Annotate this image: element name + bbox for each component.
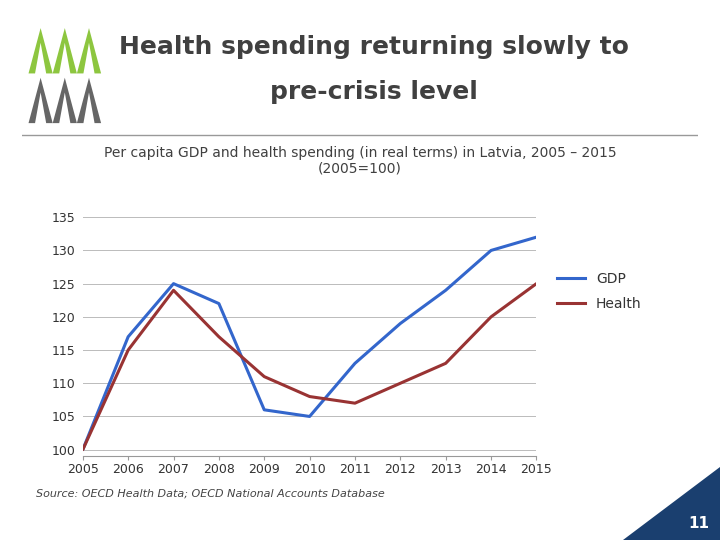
- Polygon shape: [53, 28, 77, 73]
- Text: 11: 11: [688, 516, 709, 531]
- Polygon shape: [53, 78, 77, 123]
- Polygon shape: [29, 78, 53, 123]
- Text: pre-crisis level: pre-crisis level: [270, 80, 478, 104]
- Polygon shape: [77, 78, 101, 123]
- Legend: GDP, Health: GDP, Health: [557, 272, 642, 310]
- Polygon shape: [77, 28, 101, 73]
- Text: Source: OECD Health Data; OECD National Accounts Database: Source: OECD Health Data; OECD National …: [36, 489, 384, 499]
- Polygon shape: [29, 28, 53, 73]
- Polygon shape: [623, 467, 720, 540]
- Text: Health spending returning slowly to: Health spending returning slowly to: [119, 35, 629, 58]
- Text: Per capita GDP and health spending (in real terms) in Latvia, 2005 – 2015
(2005=: Per capita GDP and health spending (in r…: [104, 146, 616, 176]
